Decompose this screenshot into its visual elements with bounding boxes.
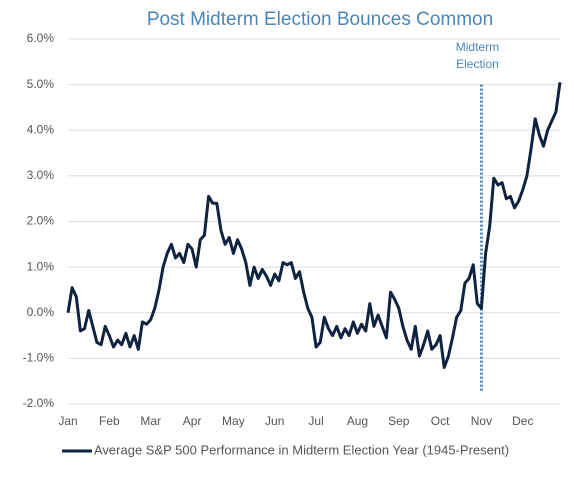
x-tick-label: Apr xyxy=(183,414,202,428)
x-tick-label: Aug xyxy=(347,414,368,428)
data-line xyxy=(66,82,562,369)
legend-label: Average S&P 500 Performance in Midterm E… xyxy=(94,442,509,457)
x-tick-label: Jan xyxy=(58,414,77,428)
y-tick-label: 0.0% xyxy=(27,305,55,319)
y-tick-label: 4.0% xyxy=(27,122,55,136)
x-tick-label: Oct xyxy=(431,414,450,428)
x-tick-label: Nov xyxy=(471,414,492,428)
chart-title: Post Midterm Election Bounces Common xyxy=(147,9,493,30)
x-tick-label: Mar xyxy=(140,414,161,428)
y-tick-label: 3.0% xyxy=(27,168,55,182)
x-tick-label: May xyxy=(222,414,245,428)
x-tick-label: Jul xyxy=(308,414,323,428)
y-tick-label: -1.0% xyxy=(23,351,55,365)
x-tick-label: Feb xyxy=(99,414,120,428)
y-tick-label: 2.0% xyxy=(27,214,55,228)
y-tick-label: 6.0% xyxy=(27,31,55,45)
y-tick-label: 1.0% xyxy=(27,259,55,273)
annotation-text: Election xyxy=(456,57,499,71)
x-tick-label: Jun xyxy=(265,414,284,428)
y-tick-label: -2.0% xyxy=(23,396,55,410)
x-tick-label: Dec xyxy=(512,414,533,428)
y-tick-label: 5.0% xyxy=(27,77,55,91)
annotation-text: Midterm xyxy=(456,40,499,54)
x-tick-label: Sep xyxy=(388,414,410,428)
